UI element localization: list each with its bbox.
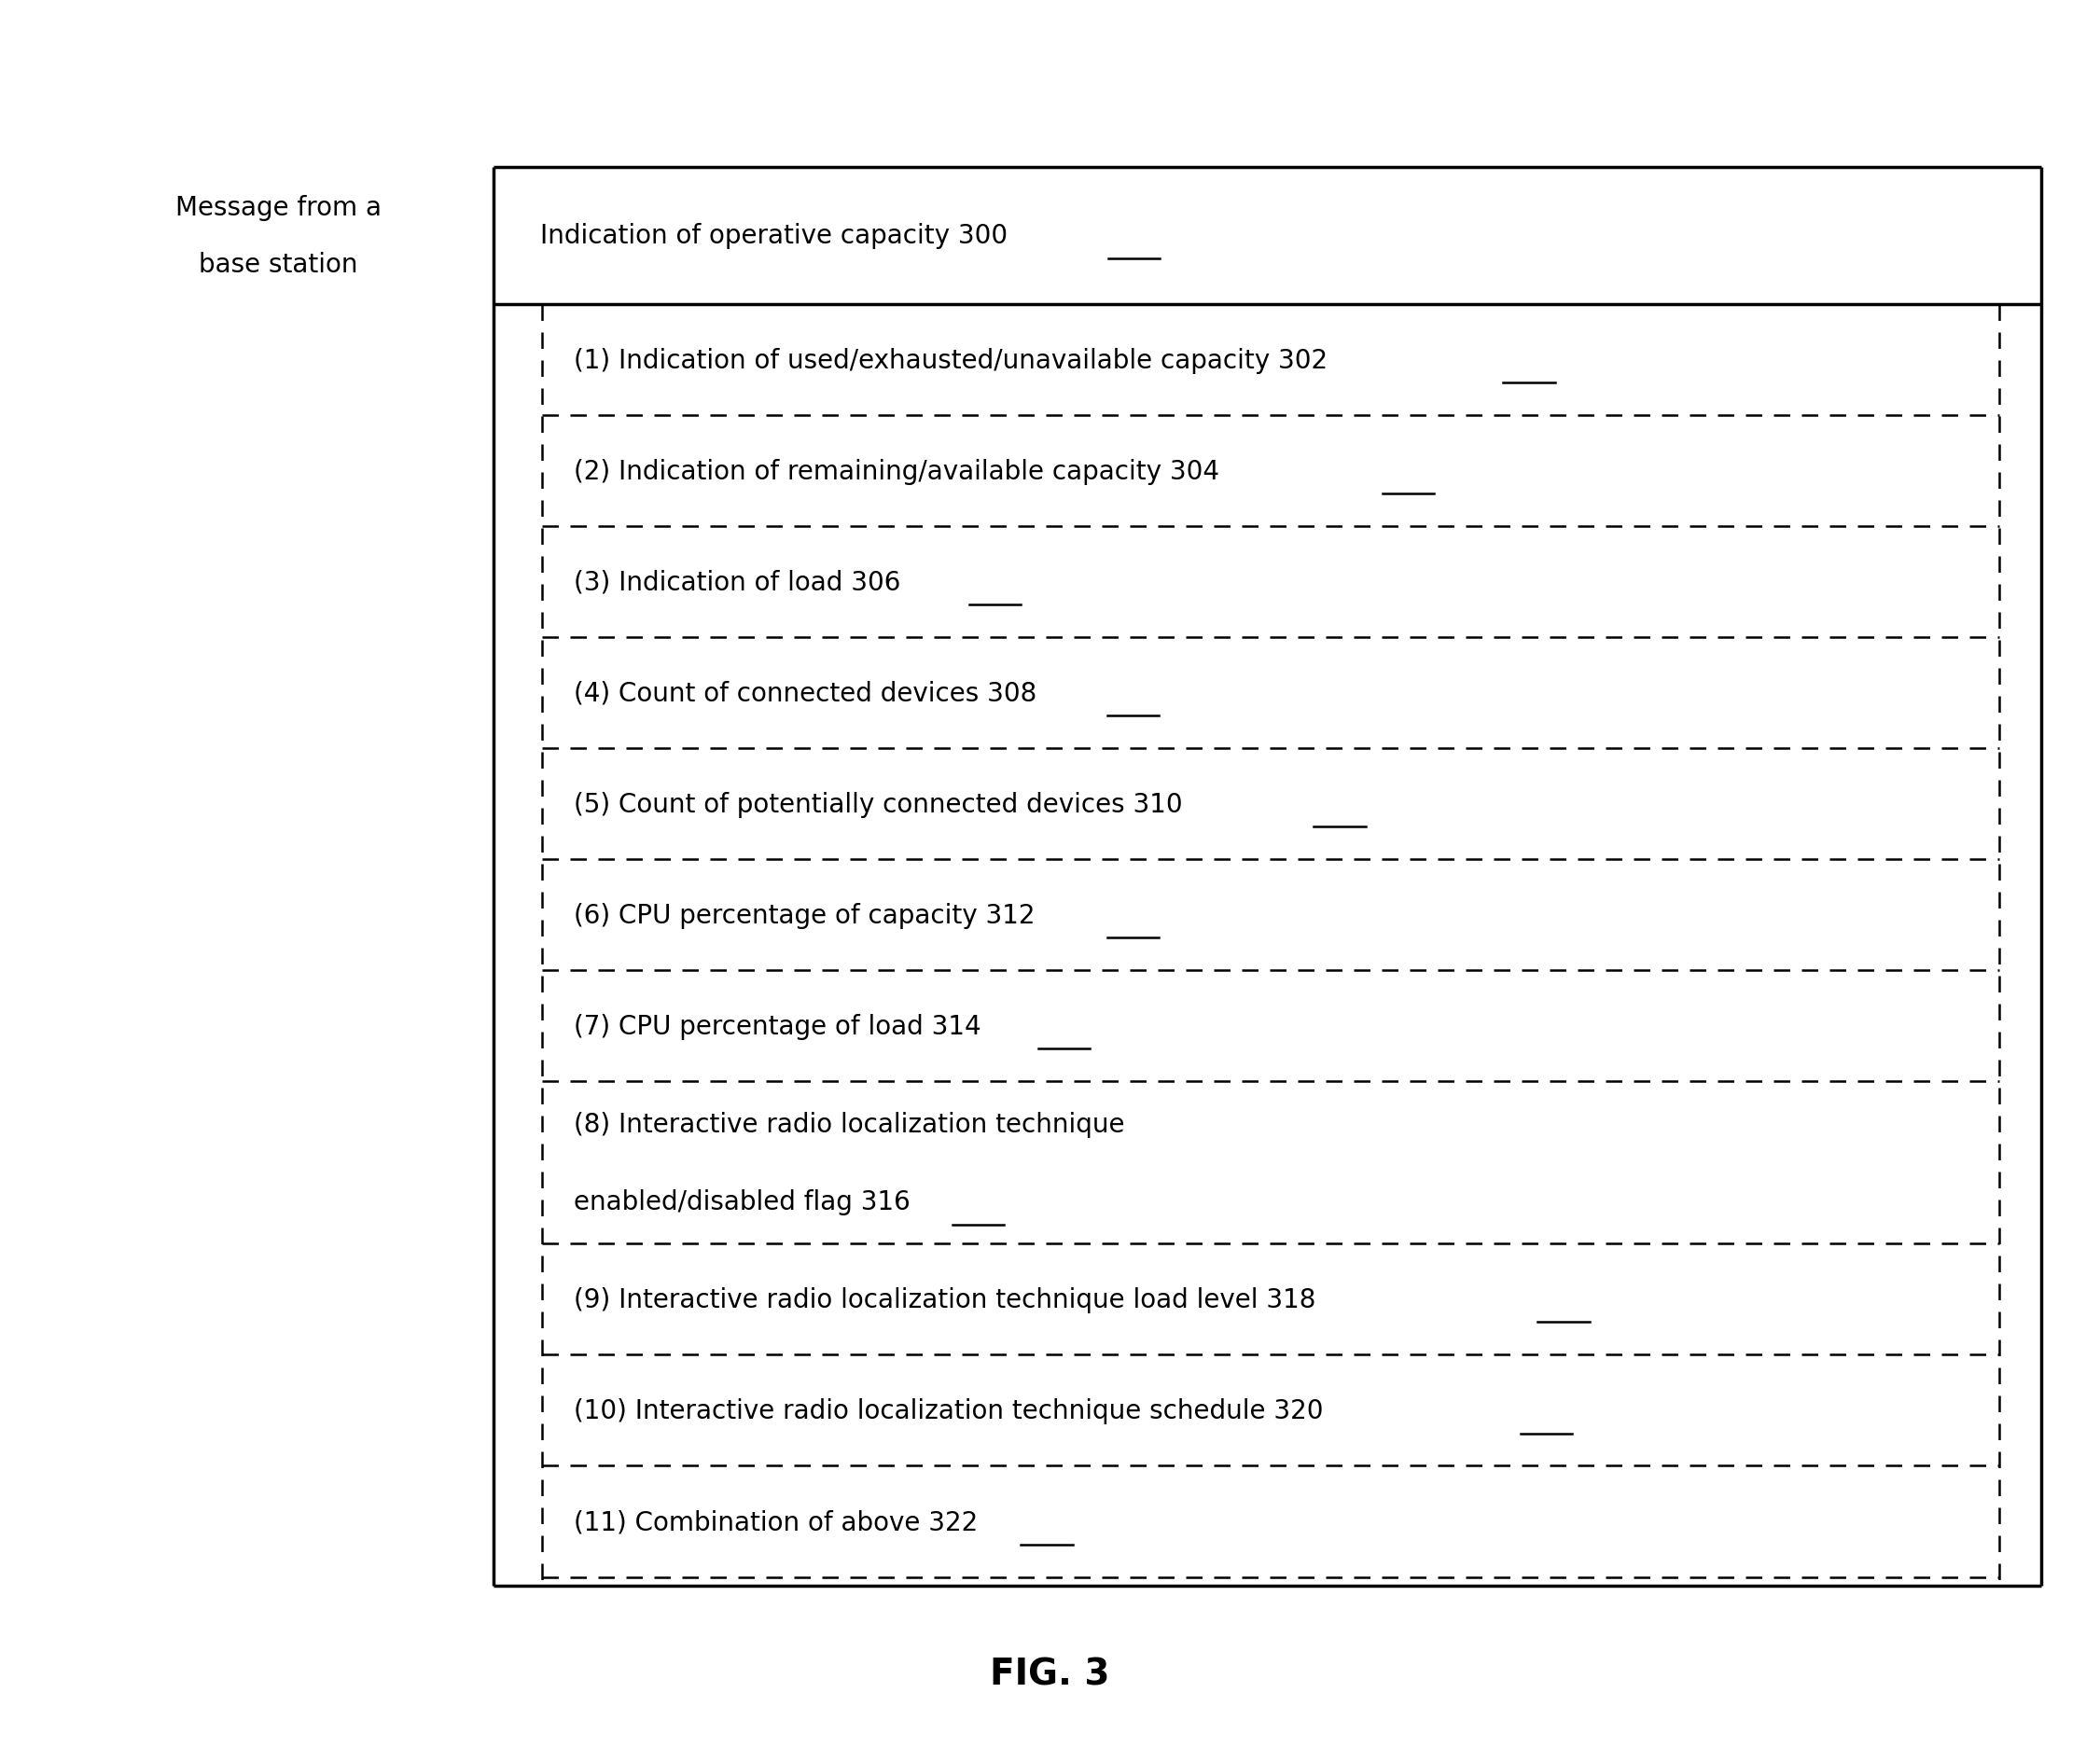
Text: Message from a: Message from a — [174, 196, 382, 220]
Text: (11) Combination of above 322: (11) Combination of above 322 — [573, 1508, 977, 1535]
Text: Indication of operative capacity 300: Indication of operative capacity 300 — [540, 224, 1008, 248]
Text: (3) Indication of load 306: (3) Indication of load 306 — [573, 569, 901, 596]
Text: (2) Indication of remaining/available capacity 304: (2) Indication of remaining/available ca… — [573, 458, 1218, 485]
Text: (6) CPU percentage of capacity 312: (6) CPU percentage of capacity 312 — [573, 902, 1035, 929]
Text: (1) Indication of used/exhausted/unavailable capacity 302: (1) Indication of used/exhausted/unavail… — [573, 347, 1327, 374]
Text: FIG. 3: FIG. 3 — [989, 1656, 1111, 1692]
Text: (7) CPU percentage of load 314: (7) CPU percentage of load 314 — [573, 1013, 981, 1040]
Text: enabled/disabled flag 316: enabled/disabled flag 316 — [573, 1189, 909, 1214]
Text: (9) Interactive radio localization technique load level 318: (9) Interactive radio localization techn… — [573, 1286, 1315, 1313]
Text: (10) Interactive radio localization technique schedule 320: (10) Interactive radio localization tech… — [573, 1397, 1323, 1424]
Text: (4) Count of connected devices 308: (4) Count of connected devices 308 — [573, 680, 1035, 707]
Text: (8) Interactive radio localization technique: (8) Interactive radio localization techn… — [573, 1112, 1124, 1136]
Text: (5) Count of potentially connected devices 310: (5) Count of potentially connected devic… — [573, 791, 1182, 818]
Text: base station: base station — [200, 252, 357, 277]
